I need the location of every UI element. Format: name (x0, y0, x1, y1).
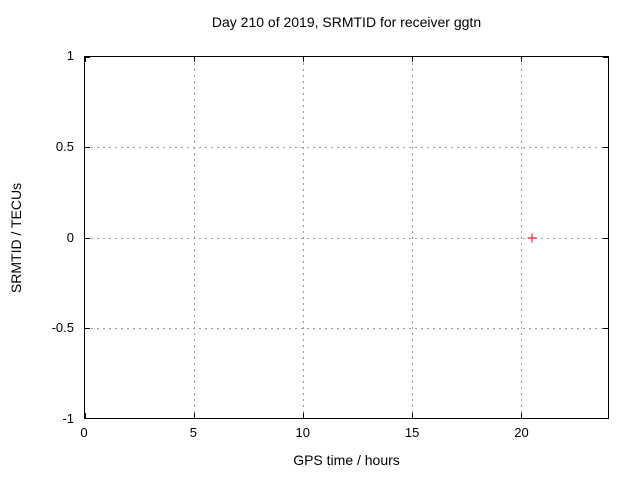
gridline-horizontal (85, 237, 608, 239)
x-tick-label: 0 (80, 425, 88, 440)
x-tick-mark (85, 57, 86, 62)
x-tick-mark (85, 413, 86, 418)
y-tick-mark (85, 237, 90, 239)
x-tick-mark (520, 413, 522, 418)
y-tick-mark (85, 57, 90, 58)
gridline-horizontal (85, 327, 608, 329)
x-tick-label: 15 (404, 425, 420, 440)
y-axis-label: SRMTID / TECUs (8, 182, 24, 294)
y-tick-label: -0.5 (51, 320, 74, 336)
y-tick-mark (85, 418, 90, 419)
chart-title: Day 210 of 2019, SRMTID for receiver ggt… (211, 14, 482, 30)
y-tick-mark (85, 327, 90, 329)
x-tick-mark (411, 57, 413, 62)
x-tick-label: 5 (189, 425, 197, 440)
y-tick-label: 1 (66, 48, 74, 63)
y-tick-mark (603, 57, 608, 58)
y-tick-mark (603, 237, 608, 239)
y-tick-label: 0.5 (55, 138, 74, 154)
plot-area (84, 56, 609, 419)
y-tick-mark (85, 147, 90, 149)
y-tick-label: 0 (66, 229, 74, 245)
x-axis-label: GPS time / hours (293, 452, 400, 468)
x-tick-label: 10 (295, 425, 310, 440)
x-tick-mark (302, 413, 304, 418)
gridline-horizontal (85, 147, 608, 149)
x-tick-mark (193, 413, 195, 418)
y-tick-mark (603, 327, 608, 329)
data-point-marker (527, 233, 537, 242)
x-tick-mark (411, 413, 413, 418)
x-tick-mark (520, 57, 522, 62)
x-tick-mark (193, 57, 195, 62)
x-tick-label: 20 (514, 425, 529, 440)
y-tick-label: -1 (62, 411, 74, 426)
y-tick-mark (603, 418, 608, 419)
x-tick-mark (302, 57, 304, 62)
y-tick-mark (603, 147, 608, 149)
